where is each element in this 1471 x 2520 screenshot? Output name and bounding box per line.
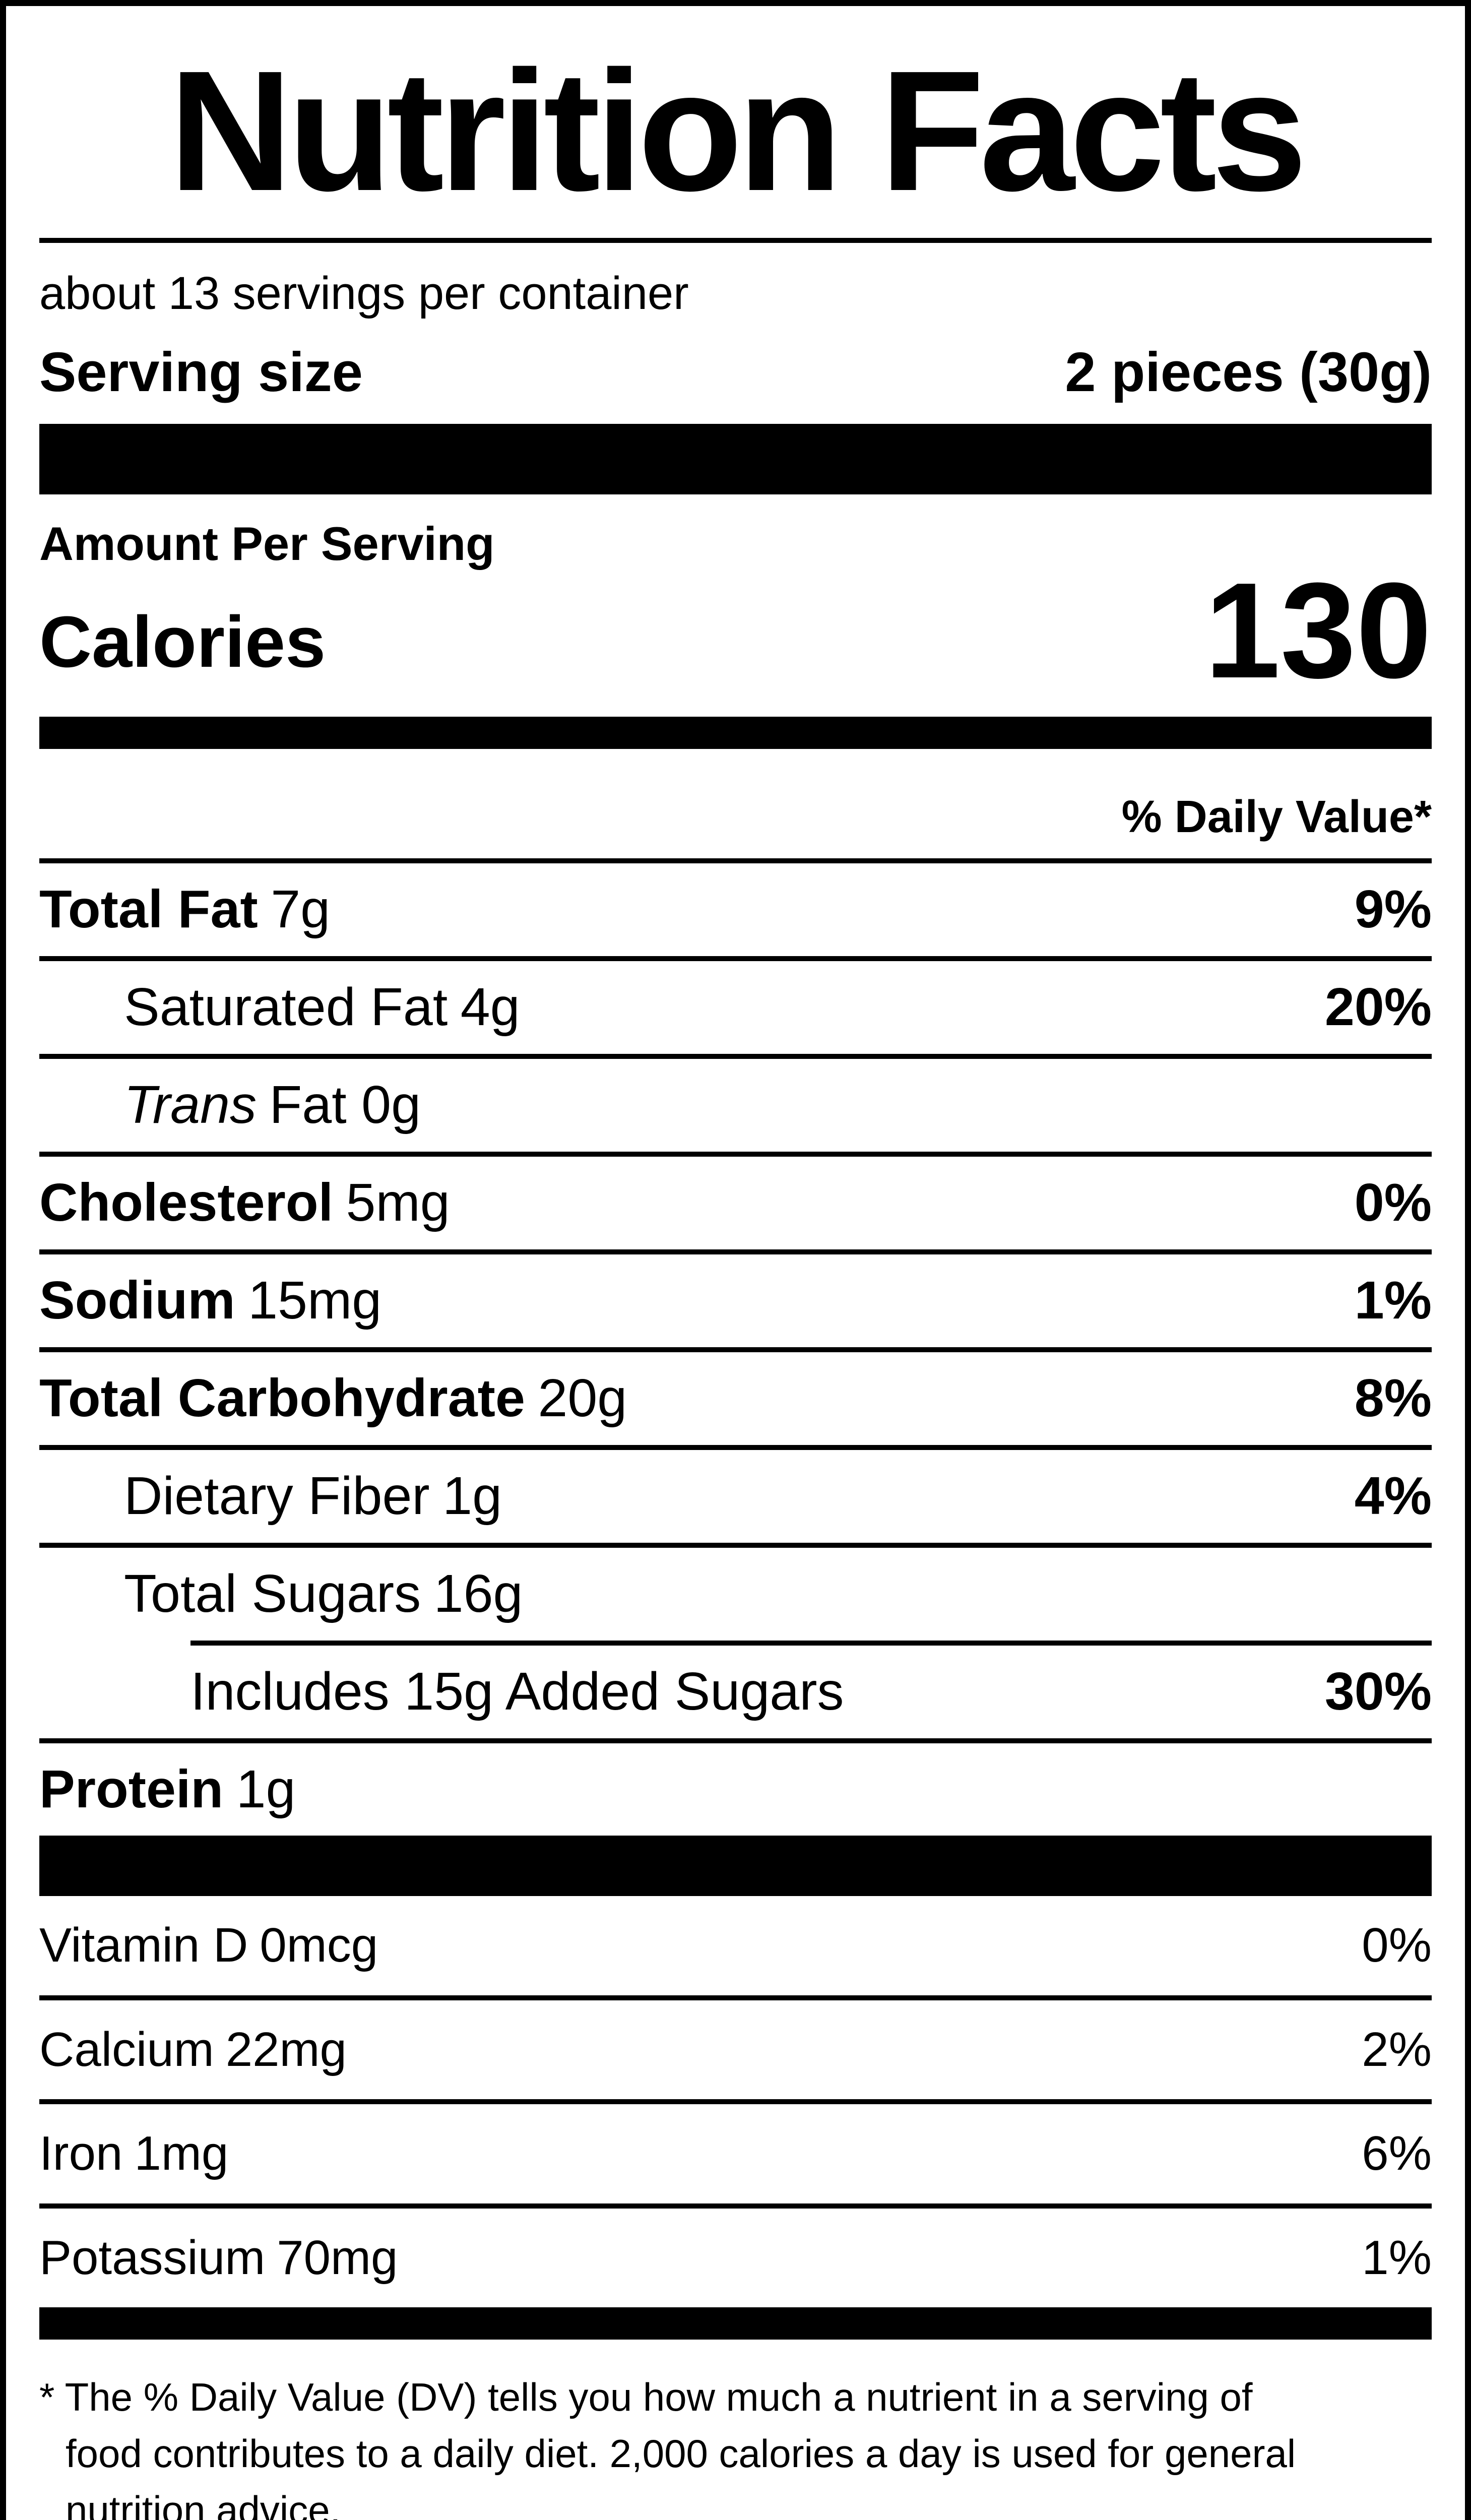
nutrient-row-saturated-fat: Saturated Fat 4g 20% [39, 961, 1432, 1054]
vitamin-dv: 2% [1362, 2022, 1432, 2076]
divider-thin [39, 1249, 1432, 1255]
nutrient-dv: 1% [1354, 1271, 1432, 1331]
nutrient-name: Trans [124, 1075, 257, 1135]
nutrient-name: Cholesterol [39, 1173, 334, 1233]
vitamin-name: Calcium [39, 2022, 214, 2076]
servings-per-container: about 13 servings per container [39, 268, 689, 319]
vitamin-row-potassium: Potassium 70mg 1% [39, 2209, 1432, 2307]
serving-size-label: Serving size [39, 341, 363, 403]
nutrient-dv: 4% [1354, 1466, 1432, 1526]
divider-medium [39, 2307, 1432, 2340]
nutrient-name: Sodium [39, 1271, 235, 1331]
nutrient-dv: 8% [1354, 1368, 1432, 1428]
nutrient-amount: 5mg [346, 1173, 450, 1233]
vitamin-amount: 70mg [277, 2230, 398, 2285]
nutrient-row-sodium: Sodium 15mg 1% [39, 1254, 1432, 1347]
nutrient-name: Dietary Fiber [124, 1466, 430, 1526]
divider-thin-indented [190, 1640, 1432, 1646]
divider-thin [39, 2099, 1432, 2105]
divider-thin [39, 1152, 1432, 1157]
vitamin-row-vitamin-d: Vitamin D 0mcg 0% [39, 1896, 1432, 1995]
vitamin-dv: 1% [1362, 2230, 1432, 2285]
divider-thin [39, 1995, 1432, 2000]
vitamin-name: Vitamin D [39, 1918, 248, 1973]
calories-value: 130 [1204, 554, 1432, 707]
nutrient-dv: 20% [1324, 977, 1432, 1037]
nutrient-name: Total Fat [39, 879, 258, 939]
nutrient-name: Protein [39, 1759, 224, 1819]
divider-thin [39, 1347, 1432, 1352]
vitamin-row-calcium: Calcium 22mg 2% [39, 2000, 1432, 2099]
nutrient-amount: 7g [271, 879, 331, 939]
nutrient-amount: 1g [236, 1759, 296, 1819]
nutrient-row-total-fat: Total Fat 7g 9% [39, 863, 1432, 956]
serving-size-value: 2 pieces (30g) [1065, 341, 1432, 403]
vitamin-name: Iron [39, 2126, 123, 2181]
serving-size-row: Serving size 2 pieces (30g) [39, 342, 1432, 403]
nutrient-amount: 1g [442, 1466, 502, 1526]
nutrient-amount: 15mg [248, 1271, 382, 1331]
vitamin-name: Potassium [39, 2230, 266, 2285]
divider-thin [39, 2203, 1432, 2209]
divider-thick [39, 423, 1432, 494]
nutrient-row-dietary-fiber: Dietary Fiber 1g 4% [39, 1450, 1432, 1543]
calories-row: Calories 130 [39, 554, 1432, 707]
divider-thick [39, 1836, 1432, 1897]
nutrient-dv: 30% [1324, 1661, 1432, 1721]
nutrient-name: Total Sugars [124, 1563, 421, 1623]
divider-thin [39, 238, 1432, 243]
divider-thin [39, 956, 1432, 962]
divider-thin [39, 858, 1432, 864]
divider-thin [39, 1054, 1432, 1059]
nutrient-row-cholesterol: Cholesterol 5mg 0% [39, 1157, 1432, 1249]
vitamin-dv: 0% [1362, 1918, 1432, 1973]
calories-label: Calories [39, 601, 326, 683]
vitamin-amount: 0mcg [260, 1918, 378, 1973]
daily-value-footnote: * The % Daily Value (DV) tells you how m… [39, 2374, 1296, 2520]
nutrient-name: Includes 15g Added Sugars [190, 1661, 844, 1721]
nutrient-amount: 20g [538, 1368, 627, 1428]
nutrient-row-added-sugars: Includes 15g Added Sugars 30% [39, 1646, 1432, 1738]
nutrient-row-total-carbohydrate: Total Carbohydrate 20g 8% [39, 1352, 1432, 1445]
vitamin-dv: 6% [1362, 2126, 1432, 2181]
daily-value-header: % Daily Value* [1121, 792, 1432, 843]
label-title: Nutrition Facts [169, 35, 1307, 227]
divider-thin [39, 1542, 1432, 1548]
divider-thin [39, 1738, 1432, 1743]
vitamin-amount: 22mg [225, 2022, 347, 2076]
amount-per-serving: Amount Per Serving [39, 517, 495, 570]
nutrient-name: Total Carbohydrate [39, 1368, 525, 1428]
nutrient-amount: Fat 0g [269, 1075, 421, 1135]
nutrient-amount: 16g [433, 1563, 523, 1623]
nutrient-row-protein: Protein 1g [39, 1743, 1432, 1836]
nutrient-name: Saturated Fat [124, 977, 448, 1037]
nutrient-dv: 9% [1354, 879, 1432, 939]
nutrient-row-total-sugars: Total Sugars 16g [39, 1548, 1432, 1641]
vitamin-row-iron: Iron 1mg 6% [39, 2104, 1432, 2203]
nutrient-amount: 4g [460, 977, 520, 1037]
vitamin-amount: 1mg [134, 2126, 229, 2181]
nutrient-dv: 0% [1354, 1173, 1432, 1233]
divider-thin [39, 1444, 1432, 1450]
divider-medium [39, 717, 1432, 749]
nutrient-row-trans-fat: Trans Fat 0g [39, 1059, 1432, 1152]
